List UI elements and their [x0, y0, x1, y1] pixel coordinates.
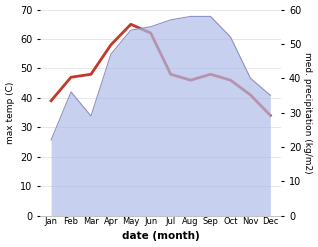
Y-axis label: max temp (C): max temp (C): [5, 81, 15, 144]
X-axis label: date (month): date (month): [122, 231, 200, 242]
Y-axis label: med. precipitation (kg/m2): med. precipitation (kg/m2): [303, 52, 313, 173]
